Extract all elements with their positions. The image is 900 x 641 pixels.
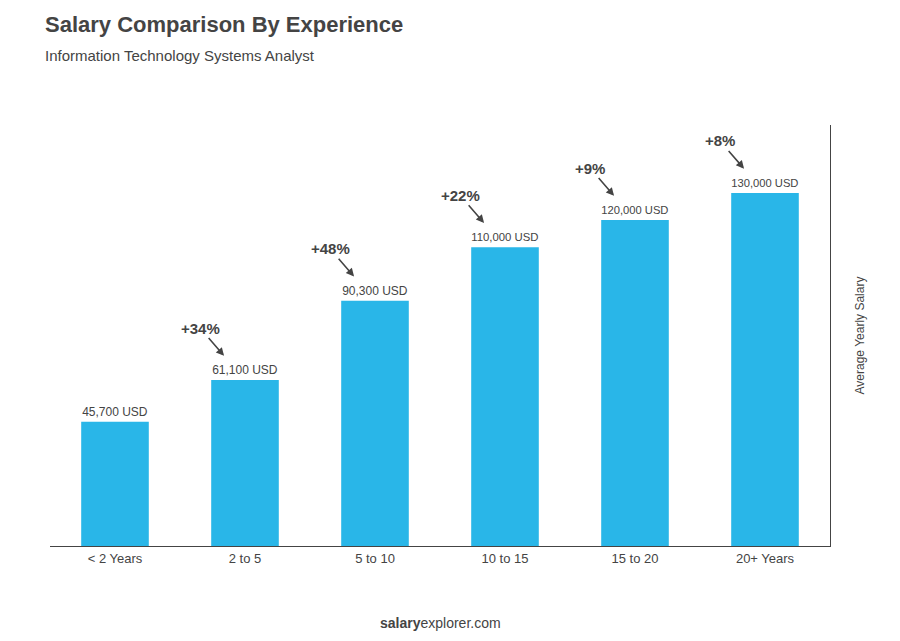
svg-text:+48%: +48% (311, 240, 350, 257)
svg-text:+8%: +8% (705, 132, 735, 149)
svg-text:salaryexplorer.com: salaryexplorer.com (380, 615, 501, 631)
svg-text:120,000 USD: 120,000 USD (601, 204, 668, 216)
svg-text:45,700 USD: 45,700 USD (82, 405, 148, 419)
svg-text:2 to 5: 2 to 5 (229, 551, 262, 566)
svg-text:20+ Years: 20+ Years (736, 551, 795, 566)
svg-text:< 2 Years: < 2 Years (88, 551, 143, 566)
svg-text:5 to 10: 5 to 10 (355, 551, 395, 566)
svg-text:10 to 15: 10 to 15 (482, 551, 529, 566)
svg-text:61,100 USD: 61,100 USD (212, 363, 278, 377)
svg-text:90,300 USD: 90,300 USD (342, 284, 408, 298)
svg-text:15 to 20: 15 to 20 (612, 551, 659, 566)
svg-text:+9%: +9% (575, 160, 605, 177)
svg-text:110,000 USD: 110,000 USD (471, 231, 538, 243)
svg-text:130,000 USD: 130,000 USD (731, 177, 798, 189)
svg-text:Salary Comparison By Experienc: Salary Comparison By ExperienceInformati… (45, 12, 403, 64)
svg-text:Average Yearly Salary: Average Yearly Salary (853, 277, 867, 395)
svg-text:+22%: +22% (441, 187, 480, 204)
svg-text:+34%: +34% (181, 320, 220, 337)
